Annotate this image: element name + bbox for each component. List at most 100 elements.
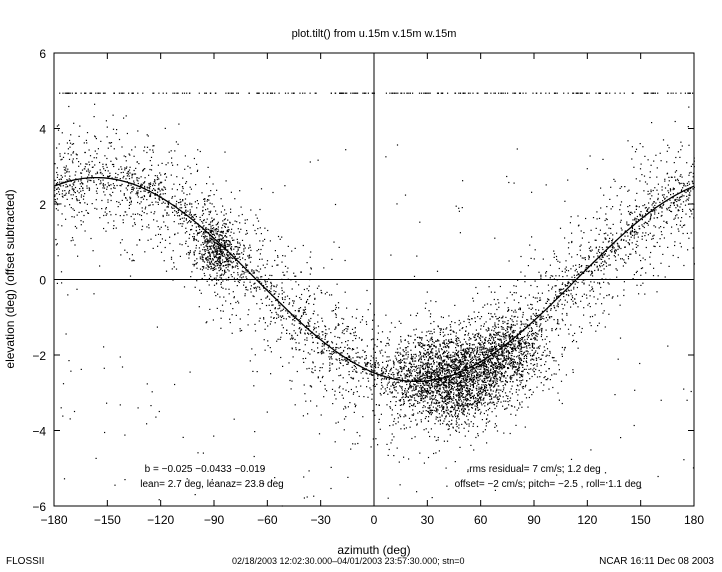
data-point <box>450 359 452 361</box>
data-point <box>275 299 277 302</box>
data-point <box>88 172 90 174</box>
data-point <box>456 380 458 382</box>
data-point <box>426 344 428 346</box>
data-point <box>649 193 651 195</box>
data-point <box>458 367 460 370</box>
data-point <box>226 259 228 261</box>
data-point <box>688 172 691 174</box>
data-point <box>211 217 213 219</box>
data-point <box>505 337 507 339</box>
data-point <box>393 376 395 378</box>
data-point <box>196 170 198 172</box>
data-point <box>148 191 150 193</box>
data-point <box>181 213 183 215</box>
data-point <box>86 187 88 189</box>
data-point <box>220 198 222 200</box>
data-point <box>349 356 351 358</box>
data-point <box>417 372 419 374</box>
data-point <box>270 282 272 284</box>
data-point <box>543 318 545 320</box>
data-point <box>470 392 472 395</box>
data-point <box>391 391 393 393</box>
data-point <box>322 334 324 336</box>
data-point <box>608 283 610 285</box>
data-point <box>466 374 468 377</box>
data-point <box>437 436 439 439</box>
data-point <box>224 151 226 153</box>
data-point <box>668 265 670 267</box>
data-point <box>679 175 681 177</box>
data-point <box>408 362 410 365</box>
data-point <box>451 341 453 343</box>
data-point <box>619 204 622 206</box>
data-point <box>305 357 307 359</box>
data-point <box>122 219 124 221</box>
data-point <box>484 375 486 377</box>
data-point <box>475 329 477 331</box>
data-point <box>351 316 353 318</box>
data-point <box>548 290 550 292</box>
data-point <box>461 385 463 388</box>
data-point <box>427 372 429 374</box>
data-point <box>625 240 627 242</box>
data-point <box>116 177 118 179</box>
data-point <box>556 295 558 297</box>
data-point <box>213 239 215 242</box>
data-point <box>90 237 92 240</box>
data-point <box>222 237 224 239</box>
data-point <box>238 253 240 255</box>
data-point <box>305 313 307 315</box>
data-point <box>480 411 482 413</box>
data-point <box>86 132 89 134</box>
data-point <box>193 254 195 256</box>
data-point <box>84 166 86 168</box>
data-point <box>239 246 241 249</box>
data-point <box>335 358 337 360</box>
data-point <box>96 187 98 189</box>
data-point <box>204 241 206 243</box>
data-point <box>513 348 515 350</box>
data-point <box>510 357 512 359</box>
data-point <box>521 376 524 378</box>
data-point <box>681 194 683 196</box>
data-point <box>598 322 600 324</box>
data-point <box>193 236 195 238</box>
data-point <box>505 351 507 353</box>
data-point <box>239 242 241 244</box>
data-point <box>257 265 259 267</box>
data-point <box>385 368 387 370</box>
data-point <box>666 172 669 174</box>
data-point <box>271 301 273 303</box>
data-point <box>219 247 221 249</box>
data-point <box>398 399 400 401</box>
data-point <box>692 188 694 190</box>
data-point <box>197 232 199 234</box>
data-point <box>215 210 217 212</box>
data-point <box>549 303 551 305</box>
data-point <box>434 373 436 375</box>
data-point <box>216 249 218 251</box>
data-point <box>318 333 320 335</box>
data-point <box>103 187 106 189</box>
data-point <box>336 347 338 349</box>
data-point <box>588 258 590 260</box>
data-point <box>646 209 649 211</box>
data-point <box>670 176 672 178</box>
data-point <box>436 411 438 413</box>
data-point <box>277 256 279 258</box>
data-point <box>229 221 231 223</box>
data-point <box>333 352 335 354</box>
data-point <box>206 245 208 248</box>
data-point <box>472 297 474 299</box>
data-point <box>611 297 613 299</box>
data-point <box>414 399 416 401</box>
data-point <box>456 415 458 417</box>
data-point <box>254 282 256 284</box>
data-point <box>284 274 286 276</box>
data-point <box>300 332 302 334</box>
data-point <box>537 292 539 294</box>
data-point <box>296 370 298 373</box>
data-point <box>511 326 513 328</box>
data-point <box>565 285 567 287</box>
data-point <box>613 255 615 257</box>
